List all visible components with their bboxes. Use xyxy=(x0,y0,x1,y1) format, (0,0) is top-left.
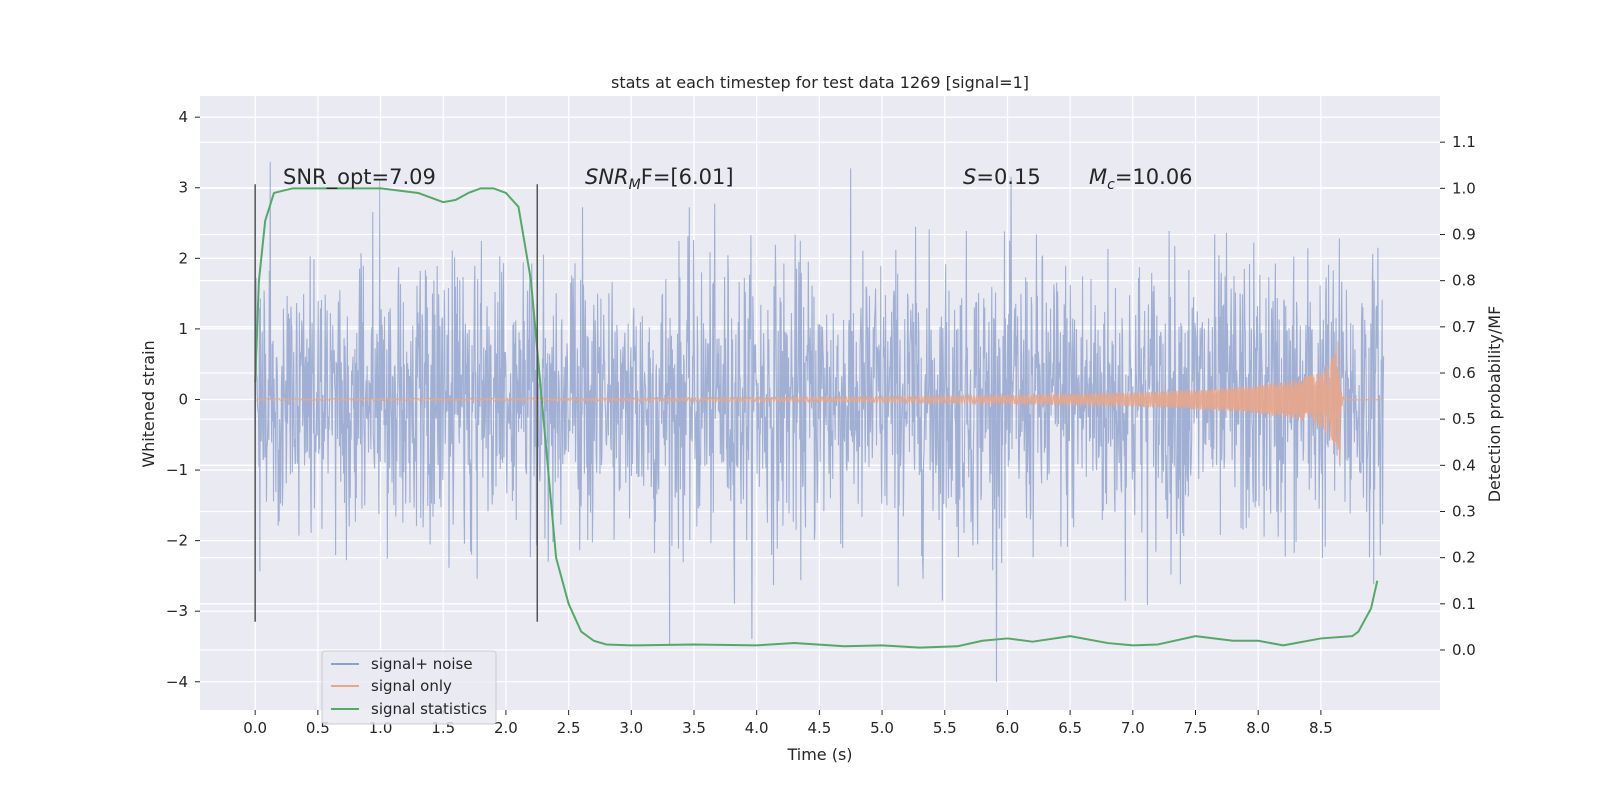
annotation-mc-value: Mc=10.06 xyxy=(1089,165,1193,193)
annotation-s-value: S=0.15 xyxy=(963,165,1041,189)
y-tick-labels: −4 −3 −2 −1 0 1 2 3 4 xyxy=(166,108,200,691)
y2-tick-label: 0.6 xyxy=(1452,364,1476,382)
x-tick-label: 6.5 xyxy=(1058,719,1082,737)
chart-title: stats at each timestep for test data 126… xyxy=(611,73,1029,92)
y2-tick-label: 0.9 xyxy=(1452,225,1476,243)
x-tick-label: 7.5 xyxy=(1184,719,1208,737)
y2-tick-label: 0.8 xyxy=(1452,272,1476,290)
legend-label-noise: signal+ noise xyxy=(371,655,473,673)
x-tick-label: 2.5 xyxy=(557,719,581,737)
y-tick-label: 0 xyxy=(178,390,188,408)
x-tick-label: 2.0 xyxy=(494,719,518,737)
x-tick-labels: 0.0 0.5 1.0 1.5 2.0 2.5 3.0 3.5 4.0 4.5 5.0 5.5 6.0 6… xyxy=(243,710,1333,737)
annotation-mc-subscript: c xyxy=(1107,177,1115,193)
y-tick-label: 3 xyxy=(178,179,188,197)
y-tick-label: −3 xyxy=(166,602,188,620)
annotation-snr-mf-prefix: SNR xyxy=(585,165,629,189)
y-tick-label: 1 xyxy=(178,320,188,338)
annotation-mc-prefix: M xyxy=(1089,165,1107,189)
series-signal-statistics xyxy=(254,187,1379,649)
x-tick-label: 4.5 xyxy=(807,719,831,737)
x-axis-label: Time (s) xyxy=(786,745,852,764)
x-tick-label: 8.0 xyxy=(1246,719,1270,737)
y-tick-label: −1 xyxy=(166,461,188,479)
y2-tick-label: 0.2 xyxy=(1452,549,1476,567)
legend-label-signal: signal only xyxy=(371,677,452,695)
y2-tick-label: 0.1 xyxy=(1452,595,1476,613)
annotation-s-prefix: S xyxy=(963,165,976,189)
x-tick-label: 7.0 xyxy=(1121,719,1145,737)
y-tick-label: 4 xyxy=(178,108,188,126)
annotation-s-suffix: =0.15 xyxy=(976,165,1040,189)
y-axis-label: Whitened strain xyxy=(139,340,158,467)
annotations-layer: SNR_opt=7.09 SNRMF=[6.01] S=0.15 Mc=10.0… xyxy=(283,165,1193,193)
annotation-snr-mf-subscript: M xyxy=(629,177,641,193)
y-tick-label: 2 xyxy=(178,249,188,267)
y-tick-label: −2 xyxy=(166,532,188,550)
noise-series-layer xyxy=(254,161,1385,682)
x-tick-label: 5.5 xyxy=(933,719,957,737)
y2-tick-label: 1.0 xyxy=(1452,179,1476,197)
y-tick-label: −4 xyxy=(166,673,188,691)
y2-tick-labels: 0.0 0.1 0.2 0.3 0.4 0.5 0.6 0.7 0.8 0.9 1.0 1.1 xyxy=(1440,133,1476,659)
signal-series-layer xyxy=(254,341,1384,461)
legend: signal+ noise signal only signal statist… xyxy=(321,650,497,725)
series-signal-noise xyxy=(254,161,1385,682)
x-tick-label: 6.0 xyxy=(996,719,1020,737)
annotation-snr-opt: SNR_opt=7.09 xyxy=(283,165,436,190)
y2-tick-label: 0.3 xyxy=(1452,502,1476,520)
y2-tick-label: 0.4 xyxy=(1452,456,1476,474)
annotation-snr-mf-suffix: F=[6.01] xyxy=(641,165,734,189)
legend-label-statistics: signal statistics xyxy=(371,700,487,718)
y2-tick-label: 0.0 xyxy=(1452,641,1476,659)
x-tick-label: 5.0 xyxy=(870,719,894,737)
x-tick-label: 0.0 xyxy=(243,719,267,737)
vertical-markers-layer xyxy=(254,184,539,622)
x-tick-label: 3.0 xyxy=(619,719,643,737)
series-signal-only xyxy=(254,341,1384,461)
legend-frame xyxy=(321,650,497,725)
y2-tick-label: 0.7 xyxy=(1452,318,1476,336)
x-tick-label: 8.5 xyxy=(1309,719,1333,737)
x-tick-label: 3.5 xyxy=(682,719,706,737)
annotation-mc-suffix: =10.06 xyxy=(1115,165,1193,189)
annotation-snr-mf: SNRMF=[6.01] xyxy=(585,165,734,193)
y2-tick-label: 1.1 xyxy=(1452,133,1476,151)
y2-axis-label: Detection probability/MF xyxy=(1485,306,1504,503)
y2-tick-label: 0.5 xyxy=(1452,410,1476,428)
x-tick-label: 4.0 xyxy=(745,719,769,737)
statistics-series-layer xyxy=(254,187,1379,649)
